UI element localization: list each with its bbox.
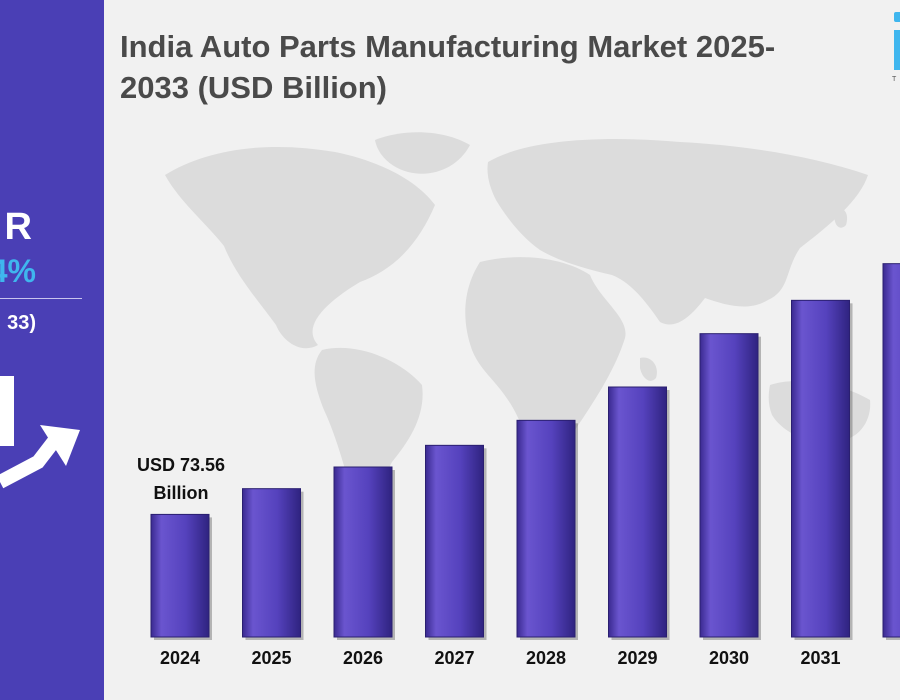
- x-axis-labels: 2024202520262027202820292030203120: [160, 648, 841, 668]
- cagr-period: 33): [7, 312, 36, 334]
- growth-arrow-icon: [0, 376, 80, 489]
- x-tick-label: 2028: [526, 648, 566, 668]
- bars: [150, 263, 900, 640]
- bar-2026: [333, 466, 393, 638]
- sidebar: R 4% 33): [0, 0, 104, 700]
- x-tick-label: 2030: [709, 648, 749, 668]
- bar-20: [882, 263, 900, 638]
- logo-tagline: T: [892, 76, 897, 83]
- x-tick-label: 2025: [251, 648, 291, 668]
- brand-logo-icon: T: [886, 8, 900, 88]
- logo-dot: [894, 12, 900, 22]
- bar-2028: [516, 419, 576, 638]
- cagr-label: R: [4, 206, 32, 248]
- x-tick-label: 2026: [343, 648, 383, 668]
- cagr-value: 4%: [0, 253, 36, 289]
- x-tick-label: 2029: [617, 648, 657, 668]
- bar-2024: [150, 513, 210, 638]
- divider: [0, 298, 82, 299]
- chart-title: India Auto Parts Manufacturing Market 20…: [120, 29, 776, 105]
- first-bar-annotation: USD 73.56 Billion: [137, 455, 225, 503]
- bar-2029: [608, 386, 667, 638]
- x-tick-label: 2027: [434, 648, 474, 668]
- bar-2027: [425, 444, 484, 638]
- bar-2030: [699, 333, 759, 638]
- annotation-line-2: Billion: [154, 483, 209, 503]
- logo-bar: [894, 30, 900, 70]
- bar-2031: [791, 299, 850, 638]
- x-tick-label: 2024: [160, 648, 200, 668]
- annotation-line-1: USD 73.56: [137, 455, 225, 475]
- bar-2025: [242, 488, 301, 638]
- x-tick-label: 2031: [800, 648, 840, 668]
